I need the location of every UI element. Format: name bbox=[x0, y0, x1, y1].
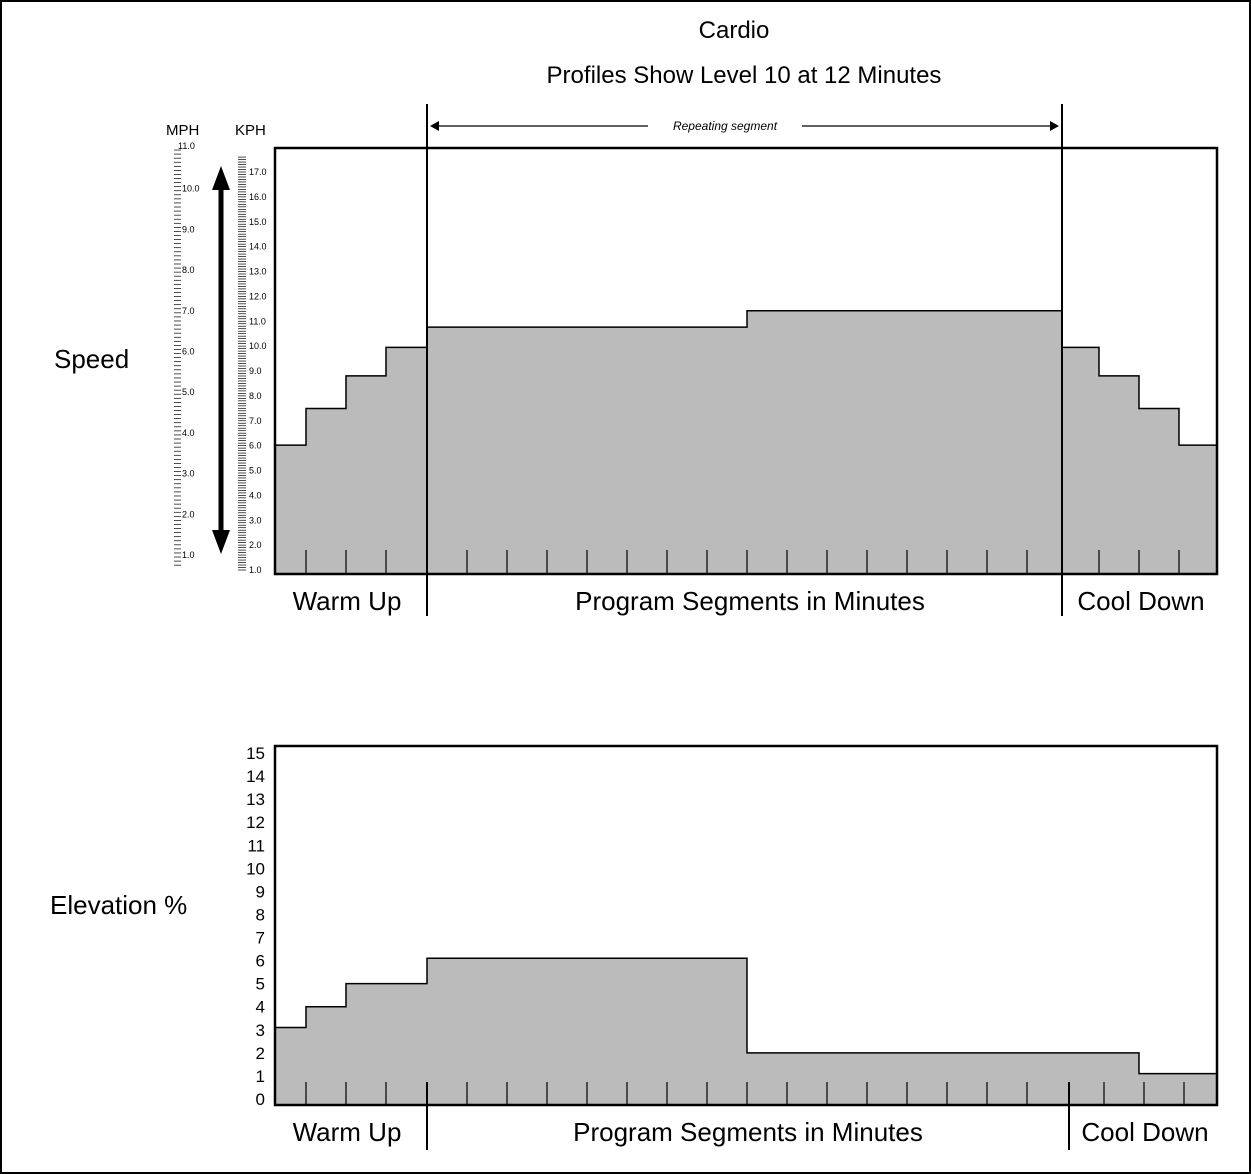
elevation-tick-label: 2 bbox=[256, 1044, 265, 1063]
mph-tick-label: 9.0 bbox=[182, 224, 195, 234]
mph-unit-label: MPH bbox=[166, 122, 199, 139]
elevation-profile-layer bbox=[274, 957, 1218, 1106]
speed-cooldown-label: Cool Down bbox=[1077, 586, 1204, 616]
elevation-ylabel: Elevation % bbox=[50, 890, 187, 920]
mph-scale: 1.0 2.0 3.0 4.0 5.0 6.0 7.0 8.0 9.0 10.0 11.0 bbox=[174, 141, 200, 566]
speed-warmup-label: Warm Up bbox=[293, 586, 402, 616]
speed-segment-ticks bbox=[305, 550, 1180, 574]
elevation-plot-frame bbox=[273, 744, 1219, 1107]
kph-tick-label: 3.0 bbox=[249, 515, 262, 525]
kph-tick-label: 6.0 bbox=[249, 441, 262, 451]
kph-unit-label: KPH bbox=[235, 122, 266, 139]
elevation-cooldown-label: Cool Down bbox=[1081, 1117, 1208, 1147]
kph-tick-label: 11.0 bbox=[249, 316, 266, 326]
speed-profile-area bbox=[274, 310, 1218, 575]
elevation-tick-label: 15 bbox=[246, 744, 265, 763]
elevation-tick-label: 0 bbox=[256, 1090, 265, 1109]
kph-tick-label: 14.0 bbox=[249, 242, 267, 252]
kph-tick-label: 5.0 bbox=[249, 466, 262, 476]
mph-tick-label: 7.0 bbox=[182, 306, 195, 316]
repeat-arrow-left-head bbox=[430, 121, 439, 131]
speed-range-arrow-down bbox=[212, 530, 230, 554]
kph-tick-label: 15.0 bbox=[249, 217, 267, 227]
kph-tick-label: 1.0 bbox=[249, 565, 262, 575]
elevation-tick-label: 11 bbox=[247, 836, 265, 855]
mph-tick-label: 6.0 bbox=[182, 347, 195, 357]
kph-tick-label: 8.0 bbox=[249, 391, 262, 401]
mph-tick-label: 1.0 bbox=[182, 550, 195, 560]
kph-scale: 1.0 2.0 3.0 4.0 5.0 6.0 7.0 8.0 9.0 10.0 11.0 12.0 1… bbox=[238, 156, 267, 575]
kph-tick-label: 17.0 bbox=[249, 167, 267, 177]
kph-tick-label: 12.0 bbox=[249, 291, 267, 301]
kph-tick-label: 16.0 bbox=[249, 192, 267, 202]
elevation-tick-label: 6 bbox=[256, 952, 265, 971]
elevation-tick-label: 3 bbox=[256, 1021, 265, 1040]
elevation-tick-label: 8 bbox=[256, 905, 265, 924]
elevation-tick-label: 1 bbox=[256, 1067, 265, 1086]
kph-tick-label: 4.0 bbox=[249, 490, 262, 500]
speed-range-arrow-up bbox=[212, 166, 230, 190]
elevation-tick-label: 4 bbox=[256, 998, 265, 1017]
elevation-tick-label: 14 bbox=[246, 767, 265, 786]
repeat-annotation: Repeating segment bbox=[673, 119, 778, 133]
mph-tick-label: 11.0 bbox=[178, 141, 195, 151]
mph-tick-label: 5.0 bbox=[182, 387, 195, 397]
chart-title: Cardio bbox=[699, 17, 770, 44]
elevation-tick-label: 12 bbox=[246, 813, 265, 832]
elevation-tick-label: 13 bbox=[246, 790, 265, 809]
elevation-tick-label: 9 bbox=[256, 882, 265, 901]
elevation-warmup-label: Warm Up bbox=[293, 1117, 402, 1147]
kph-tick-label: 7.0 bbox=[249, 416, 262, 426]
elevation-profile-area bbox=[274, 957, 1218, 1106]
kph-tick-label: 10.0 bbox=[249, 341, 267, 351]
chart-subtitle: Profiles Show Level 10 at 12 Minutes bbox=[547, 62, 942, 89]
elevation-tick-label: 7 bbox=[256, 929, 265, 948]
speed-plot-frame bbox=[273, 146, 1219, 576]
mph-tick-label: 3.0 bbox=[182, 469, 195, 479]
kph-tick-label: 13.0 bbox=[249, 267, 267, 277]
speed-ylabel: Speed bbox=[54, 344, 129, 374]
speed-profile-layer bbox=[274, 310, 1218, 575]
mph-tick-label: 8.0 bbox=[182, 265, 195, 275]
kph-tick-label: 9.0 bbox=[249, 366, 262, 376]
elevation-program-label: Program Segments in Minutes bbox=[573, 1117, 923, 1147]
mph-tick-label: 10.0 bbox=[182, 184, 200, 194]
speed-program-label: Program Segments in Minutes bbox=[575, 586, 925, 616]
repeat-arrow-right-head bbox=[1050, 121, 1059, 131]
mph-tick-label: 4.0 bbox=[182, 428, 195, 438]
elevation-tick-label: 10 bbox=[246, 859, 265, 878]
kph-tick-label: 2.0 bbox=[249, 540, 262, 550]
elevation-segment-ticks bbox=[305, 1082, 1185, 1105]
elevation-tick-label: 5 bbox=[256, 975, 265, 994]
mph-tick-label: 2.0 bbox=[182, 509, 195, 519]
